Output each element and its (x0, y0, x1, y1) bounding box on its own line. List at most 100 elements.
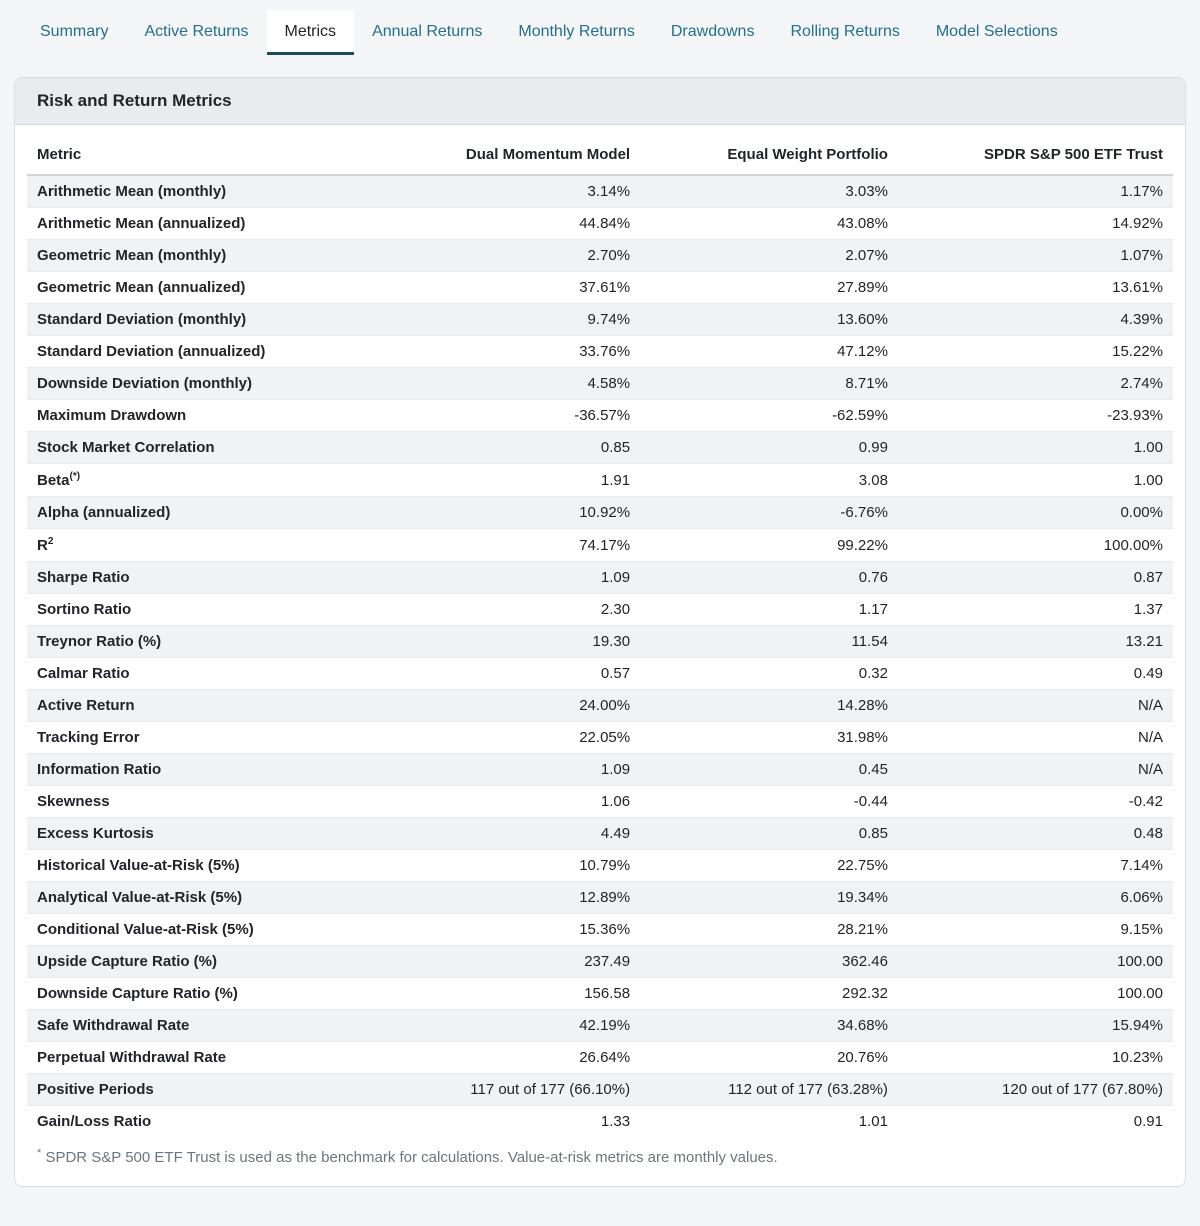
metric-value: 0.45 (640, 753, 898, 786)
metric-value: 10.23% (897, 1041, 1173, 1074)
metric-value: 13.21 (897, 625, 1173, 658)
metric-value: 13.61% (897, 271, 1173, 304)
metrics-table: Metric Dual Momentum Model Equal Weight … (27, 135, 1173, 1137)
column-header-spdr-sp500-etf-trust: SPDR S&P 500 ETF Trust (897, 135, 1173, 176)
metric-value: 19.34% (640, 881, 898, 914)
metric-value: 2.30 (382, 593, 641, 626)
footnote: * SPDR S&P 500 ETF Trust is used as the … (37, 1147, 1163, 1166)
metric-label: Arithmetic Mean (annualized) (27, 207, 383, 240)
table-row: Positive Periods 117 out of 177 (66.10%) 1… (27, 1073, 1173, 1106)
metric-label: Skewness (27, 785, 383, 818)
tab-metrics[interactable]: Metrics (266, 10, 355, 55)
metric-value: 15.94% (897, 1009, 1173, 1042)
table-row: Stock Market Correlation 0.85 0.99 1.00 (27, 431, 1173, 464)
metric-value: 0.87 (897, 561, 1173, 594)
tab-monthly-returns[interactable]: Monthly Returns (518, 23, 635, 40)
metric-value: 3.03% (845, 183, 888, 200)
metric-value: 22.05% (382, 721, 641, 754)
metric-label: Maximum Drawdown (27, 399, 383, 432)
metric-value: 2.70% (382, 239, 641, 272)
metric-value: -62.59% (640, 399, 898, 432)
table-row: Downside Deviation (monthly) 4.58% 8.71% 2.… (27, 367, 1173, 400)
metric-value: 15.22% (897, 335, 1173, 368)
metric-label: Analytical Value-at-Risk (5%) (27, 881, 383, 914)
table-row: Geometric Mean (annualized) 37.61% 27.89% 1… (27, 271, 1173, 304)
tab-active-returns[interactable]: Active Returns (144, 23, 249, 40)
metric-label: Calmar Ratio (27, 657, 383, 690)
metric-label: Sortino Ratio (27, 593, 383, 626)
tab-rolling-returns[interactable]: Rolling Returns (790, 23, 900, 40)
metric-value: 9.15% (897, 913, 1173, 946)
metric-value: -0.44 (640, 785, 898, 818)
table-header-row: Metric Dual Momentum Model Equal Weight … (27, 135, 1173, 176)
metric-value: 19.30 (382, 625, 641, 658)
table-row: Alpha (annualized) 10.92% -6.76% 0.00% (27, 496, 1173, 529)
metric-value: 9.74% (382, 303, 641, 336)
metric-value: 0.48 (897, 817, 1173, 850)
metric-value: 0.85 (640, 817, 898, 850)
metrics-card: Risk and Return Metrics Metric Dual Mome… (14, 77, 1186, 1187)
card-header: Risk and Return Metrics (15, 78, 1185, 125)
metric-value: 0.76 (640, 561, 898, 594)
metric-value: 4.58% (382, 367, 641, 400)
tab-drawdowns[interactable]: Drawdowns (670, 23, 755, 40)
metric-value: 112 out of 177 (63.28%) (640, 1073, 898, 1106)
metric-value: 13.60% (640, 303, 898, 336)
metric-value: 0.49 (897, 657, 1173, 690)
table-row: Calmar Ratio 0.57 0.32 0.49 (27, 657, 1173, 690)
table-row: Tracking Error 22.05% 31.98% N/A (27, 721, 1173, 754)
table-row: Perpetual Withdrawal Rate 26.64% 20.76% 10.… (27, 1041, 1173, 1074)
metrics-table-body: Arithmetic Mean (monthly) 3.14% 3.03% 1.17%… (27, 175, 1173, 1137)
metric-value: 117 out of 177 (66.10%) (382, 1073, 641, 1106)
metric-value: 27.89% (640, 271, 898, 304)
metric-value: 15.36% (382, 913, 641, 946)
metric-value: 1.33 (382, 1105, 641, 1137)
metric-value: 12.89% (382, 881, 641, 914)
column-header-dual-momentum-model: Dual Momentum Model (382, 135, 641, 176)
metric-value: 0.00% (897, 496, 1173, 529)
metric-label: R2 (27, 528, 383, 562)
metric-value: 1.00 (897, 431, 1173, 464)
metric-value: 20.76% (640, 1041, 898, 1074)
tab-bar: Summary Active Returns Metrics Annual Retur… (0, 0, 1200, 55)
metric-label: Geometric Mean (annualized) (27, 271, 383, 304)
metric-label: Perpetual Withdrawal Rate (27, 1041, 383, 1074)
metric-value: 237.49 (382, 945, 641, 978)
tab-summary[interactable]: Summary (40, 23, 109, 40)
metric-value: N/A (897, 721, 1173, 754)
metric-label: Tracking Error (27, 721, 383, 754)
metric-value: 44.84% (382, 207, 641, 240)
metric-value: 8.71% (640, 367, 898, 400)
metric-value: N/A (897, 689, 1173, 722)
metric-value: 292.32 (640, 977, 898, 1010)
metric-label: Historical Value-at-Risk (5%) (27, 849, 383, 882)
metric-label: Downside Capture Ratio (%) (27, 977, 383, 1010)
metric-label: Positive Periods (27, 1073, 383, 1106)
table-row: Active Return 24.00% 14.28% N/A (27, 689, 1173, 722)
card-body: Metric Dual Momentum Model Equal Weight … (15, 125, 1185, 1186)
metric-value: 42.19% (382, 1009, 641, 1042)
metric-value: 1.09 (382, 561, 641, 594)
table-row: Historical Value-at-Risk (5%) 10.79% 22.75… (27, 849, 1173, 882)
metric-value: 1.17 (640, 593, 898, 626)
metric-label: Alpha (annualized) (27, 496, 383, 529)
metric-value: 14.28% (640, 689, 898, 722)
metric-value: 6.06% (897, 881, 1173, 914)
metric-value: 0.32 (640, 657, 898, 690)
tab-model-selections[interactable]: Model Selections (935, 23, 1058, 40)
card-title: Risk and Return Metrics (37, 91, 232, 110)
table-row: Maximum Drawdown -36.57% -62.59% -23.93% (27, 399, 1173, 432)
metric-label: Sharpe Ratio (27, 561, 383, 594)
metric-value: 100.00% (897, 528, 1173, 562)
tab-annual-returns[interactable]: Annual Returns (372, 23, 483, 40)
metric-value: 0.85 (382, 431, 641, 464)
table-row: Excess Kurtosis 4.49 0.85 0.48 (27, 817, 1173, 850)
metric-value: 120 out of 177 (67.80%) (897, 1073, 1173, 1106)
metric-value: 1.00 (897, 463, 1173, 497)
table-row: Information Ratio 1.09 0.45 N/A (27, 753, 1173, 786)
metric-value: -0.42 (897, 785, 1173, 818)
metric-value: 34.68% (640, 1009, 898, 1042)
metric-value: 1.07% (897, 239, 1173, 272)
metric-value: 4.49 (382, 817, 641, 850)
metric-label: Conditional Value-at-Risk (5%) (27, 913, 383, 946)
